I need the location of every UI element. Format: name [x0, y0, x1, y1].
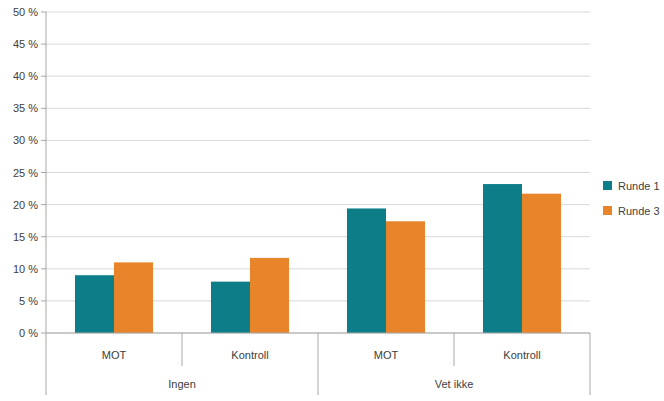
- y-tick: [41, 300, 46, 301]
- y-tick: [41, 76, 46, 77]
- x-separator: [454, 333, 455, 366]
- y-tick: [41, 44, 46, 45]
- y-tick: [41, 172, 46, 173]
- grid-line: [46, 140, 590, 141]
- bar: [114, 262, 153, 333]
- y-tick-label: 30 %: [13, 134, 38, 146]
- grid-line: [46, 44, 590, 45]
- bar: [522, 194, 561, 333]
- x-tick-label: MOT: [374, 349, 399, 361]
- y-tick: [41, 333, 46, 334]
- bar: [347, 208, 386, 333]
- y-tick-label: 50 %: [13, 6, 38, 18]
- bar: [483, 184, 522, 333]
- x-separator: [590, 333, 591, 395]
- group-label: Vet ikke: [435, 378, 474, 390]
- bar: [211, 282, 250, 333]
- y-tick-label: 40 %: [13, 70, 38, 82]
- y-tick-label: 5 %: [19, 295, 38, 307]
- y-axis: [46, 12, 47, 395]
- bar: [250, 258, 289, 333]
- legend-label: Runde 1: [618, 180, 660, 192]
- y-tick-label: 25 %: [13, 167, 38, 179]
- y-tick-label: 10 %: [13, 263, 38, 275]
- x-separator: [318, 333, 319, 395]
- legend-swatch: [603, 206, 612, 215]
- y-tick-label: 20 %: [13, 199, 38, 211]
- chart: 0 % 5 % 10 % 15 % 20 % 25 % 30 % 35 % 40 % 45 % 50…: [0, 0, 664, 401]
- grid: [46, 12, 590, 333]
- bar: [386, 221, 425, 333]
- grid-line: [46, 76, 590, 77]
- grid-line: [46, 12, 590, 13]
- y-tick: [41, 236, 46, 237]
- y-tick: [41, 108, 46, 109]
- y-tick: [41, 268, 46, 269]
- y-tick-label: 35 %: [13, 102, 38, 114]
- legend-label: Runde 3: [618, 205, 660, 217]
- bar: [75, 275, 114, 333]
- y-tick-label: 0 %: [19, 327, 38, 339]
- grid-line: [46, 172, 590, 173]
- x-tick-label: Kontroll: [503, 349, 540, 361]
- y-tick: [41, 204, 46, 205]
- x-tick-label: MOT: [102, 349, 127, 361]
- y-tick: [41, 140, 46, 141]
- x-tick-label: Kontroll: [231, 349, 268, 361]
- y-tick: [41, 12, 46, 13]
- legend: Runde 1 Runde 3: [603, 180, 660, 217]
- legend-swatch: [603, 181, 612, 190]
- x-separator: [182, 333, 183, 366]
- y-tick-label: 45 %: [13, 38, 38, 50]
- y-tick-label: 15 %: [13, 231, 38, 243]
- group-label: Ingen: [168, 378, 196, 390]
- grid-line: [46, 108, 590, 109]
- bars: [75, 184, 561, 333]
